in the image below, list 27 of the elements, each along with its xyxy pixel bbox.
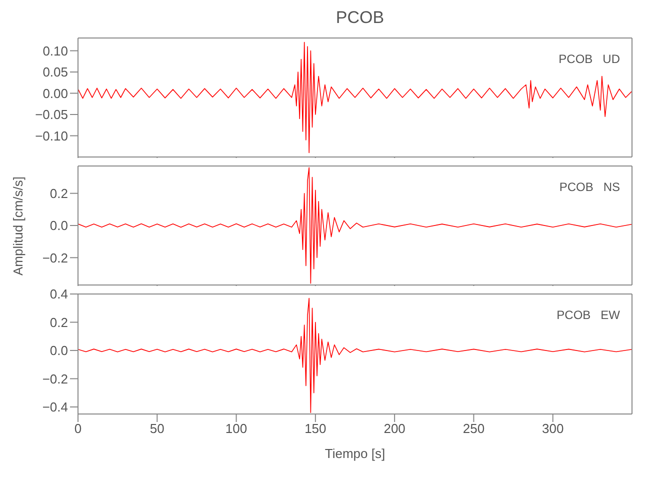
y-tick-label: 0.2: [50, 314, 68, 330]
y-tick-label: −0.10: [35, 128, 68, 144]
x-axis-title: Tiempo [s]: [324, 446, 386, 461]
line-series: [78, 42, 632, 154]
channel-note: PCOB UD: [558, 52, 620, 66]
x-tick-label: 200: [384, 421, 406, 436]
y-tick-label: −0.2: [42, 371, 68, 386]
y-tick-label: 0.00: [42, 86, 68, 101]
y-tick-label: −0.2: [42, 250, 68, 266]
y-tick-label: −0.4: [42, 400, 68, 415]
x-tick-label: 150: [304, 421, 326, 436]
channel-note: PCOB EW: [556, 308, 620, 322]
x-tick-label: 250: [462, 421, 485, 436]
y-tick-label: 0.10: [42, 43, 68, 58]
x-tick-label: 50: [150, 421, 164, 436]
chart-title: PCOB: [334, 8, 386, 29]
x-tick-label: 300: [542, 421, 564, 436]
y-axis-title: Amplitud [cm/s/s]: [10, 176, 26, 276]
y-tick-label: 0.0: [50, 343, 68, 358]
y-tick-label: 0.4: [50, 286, 68, 302]
x-tick-label: 0: [74, 421, 82, 436]
y-tick-label: 0.05: [42, 64, 68, 80]
y-tick-label: 0.0: [50, 218, 68, 234]
x-tick-label: 100: [225, 421, 248, 436]
y-tick-label: −0.05: [35, 107, 68, 122]
y-tick-label: 0.2: [50, 186, 68, 201]
channel-note: PCOB NS: [559, 180, 620, 194]
